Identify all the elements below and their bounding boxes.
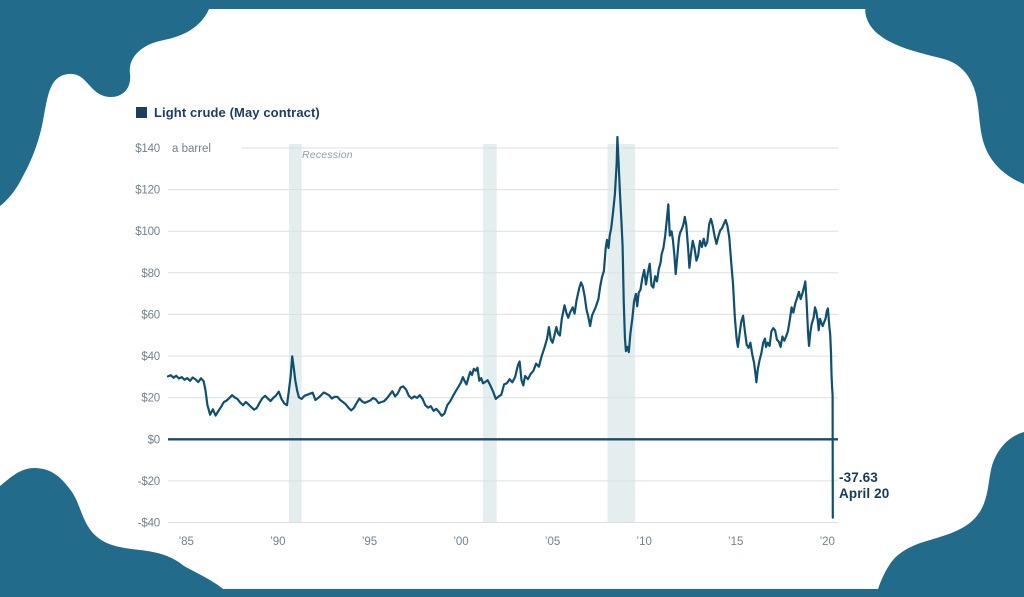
recession-label: Recession bbox=[302, 149, 353, 161]
x-tick-label: ’85 bbox=[179, 536, 194, 548]
x-tick-label: ’15 bbox=[728, 536, 743, 548]
blob-bottom-left bbox=[0, 468, 232, 597]
top-border-bar bbox=[0, 0, 1024, 9]
y-tick-label: -$20 bbox=[138, 476, 160, 488]
y-tick-label: $140 bbox=[135, 143, 160, 155]
price-annotation: -37.63 April 20 bbox=[839, 470, 889, 502]
bottom-border-bar bbox=[0, 589, 1024, 597]
annotation-date: April 20 bbox=[839, 486, 890, 501]
recession-band bbox=[483, 144, 497, 523]
y-tick-label: $0 bbox=[148, 434, 160, 446]
annotation-value: -37.63 bbox=[839, 470, 878, 485]
blob-top-left bbox=[0, 0, 212, 206]
chart-legend: Light crude (May contract) bbox=[136, 105, 320, 120]
y-tick-label: $40 bbox=[141, 351, 160, 363]
y-tick-label: -$40 bbox=[138, 518, 160, 530]
y-tick-label: $60 bbox=[141, 309, 160, 321]
x-tick-label: ’95 bbox=[362, 536, 377, 548]
blob-top-right bbox=[865, 0, 1024, 184]
x-tick-label: ’00 bbox=[453, 536, 468, 548]
y-tick-label: $80 bbox=[141, 268, 160, 280]
y-tick-label: $20 bbox=[141, 393, 160, 405]
blob-bottom-right bbox=[876, 432, 1024, 597]
x-tick-label: ’10 bbox=[637, 536, 652, 548]
legend-label: Light crude (May contract) bbox=[154, 105, 320, 120]
y-tick-label: $100 bbox=[135, 226, 160, 238]
recession-band bbox=[288, 144, 302, 523]
y-tick-label: $120 bbox=[135, 185, 160, 197]
legend-swatch bbox=[136, 107, 147, 118]
x-tick-label: ’90 bbox=[270, 536, 285, 548]
x-tick-label: ’05 bbox=[545, 536, 560, 548]
y-axis-unit-label: a barrel bbox=[172, 143, 211, 155]
x-tick-label: ’20 bbox=[820, 536, 835, 548]
price-line bbox=[166, 135, 834, 519]
